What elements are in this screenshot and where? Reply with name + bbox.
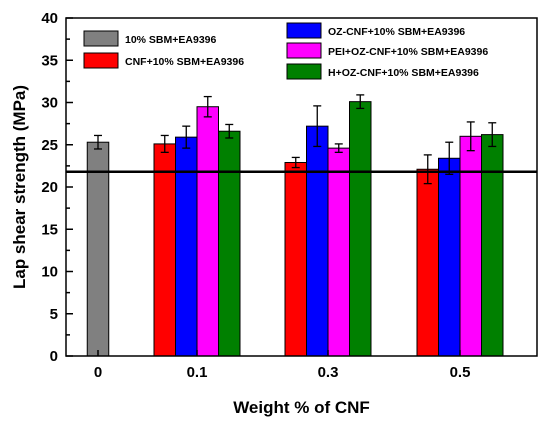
error-bars-layer: [94, 94, 497, 185]
y-axis-title: Lap shear strength (MPa): [10, 85, 29, 289]
y-tick-label: 25: [41, 137, 58, 154]
legend: 10% SBM+EA9396 CNF+10% SBM+EA9396 OZ-CNF+1…: [83, 22, 488, 80]
x-axis-title: Weight % of CNF: [233, 398, 370, 417]
y-tick-label: 35: [41, 52, 58, 69]
bar: [175, 136, 198, 357]
bar: [284, 161, 307, 357]
legend-label: H+OZ-CNF+10% SBM+EA9396: [328, 67, 479, 79]
legend-label: 10% SBM+EA9396: [125, 34, 217, 46]
bars-layer: [86, 101, 504, 357]
x-tick-label: 0.3: [318, 364, 339, 381]
bar: [153, 143, 176, 357]
y-tick-label: 40: [41, 10, 58, 27]
legend-swatch: [286, 63, 322, 80]
bar: [438, 157, 461, 357]
legend-swatch: [286, 42, 322, 59]
legend-swatch: [83, 30, 119, 47]
y-tick-label: 20: [41, 179, 58, 196]
legend-swatch: [286, 22, 322, 39]
bar: [349, 101, 372, 357]
y-tick-label: 0: [50, 348, 58, 365]
bar: [306, 125, 329, 357]
x-tick-label: 0: [94, 364, 102, 381]
legend-label: PEI+OZ-CNF+10% SBM+EA9396: [328, 46, 488, 58]
bar: [416, 168, 439, 357]
legend-label: CNF+10% SBM+EA9396: [125, 56, 244, 68]
y-tick-label: 10: [41, 264, 58, 281]
x-tick-label: 0.1: [187, 364, 208, 381]
y-tick-label: 15: [41, 221, 58, 238]
bar: [86, 141, 110, 357]
x-tick-label: 0.5: [450, 364, 471, 381]
y-tick-label: 5: [50, 306, 58, 323]
y-tick-label: 30: [41, 95, 58, 112]
bar: [327, 147, 350, 357]
legend-swatch: [83, 52, 119, 69]
legend-label: OZ-CNF+10% SBM+EA9396: [328, 26, 465, 38]
y-axis-ticks: 0 5 10 15 20 25 30 35 40: [41, 10, 73, 365]
bar: [481, 134, 504, 357]
bar: [218, 130, 241, 357]
x-axis-ticks: 0 0.1 0.3 0.5: [94, 350, 471, 381]
bar: [459, 135, 482, 357]
bar: [196, 106, 219, 357]
